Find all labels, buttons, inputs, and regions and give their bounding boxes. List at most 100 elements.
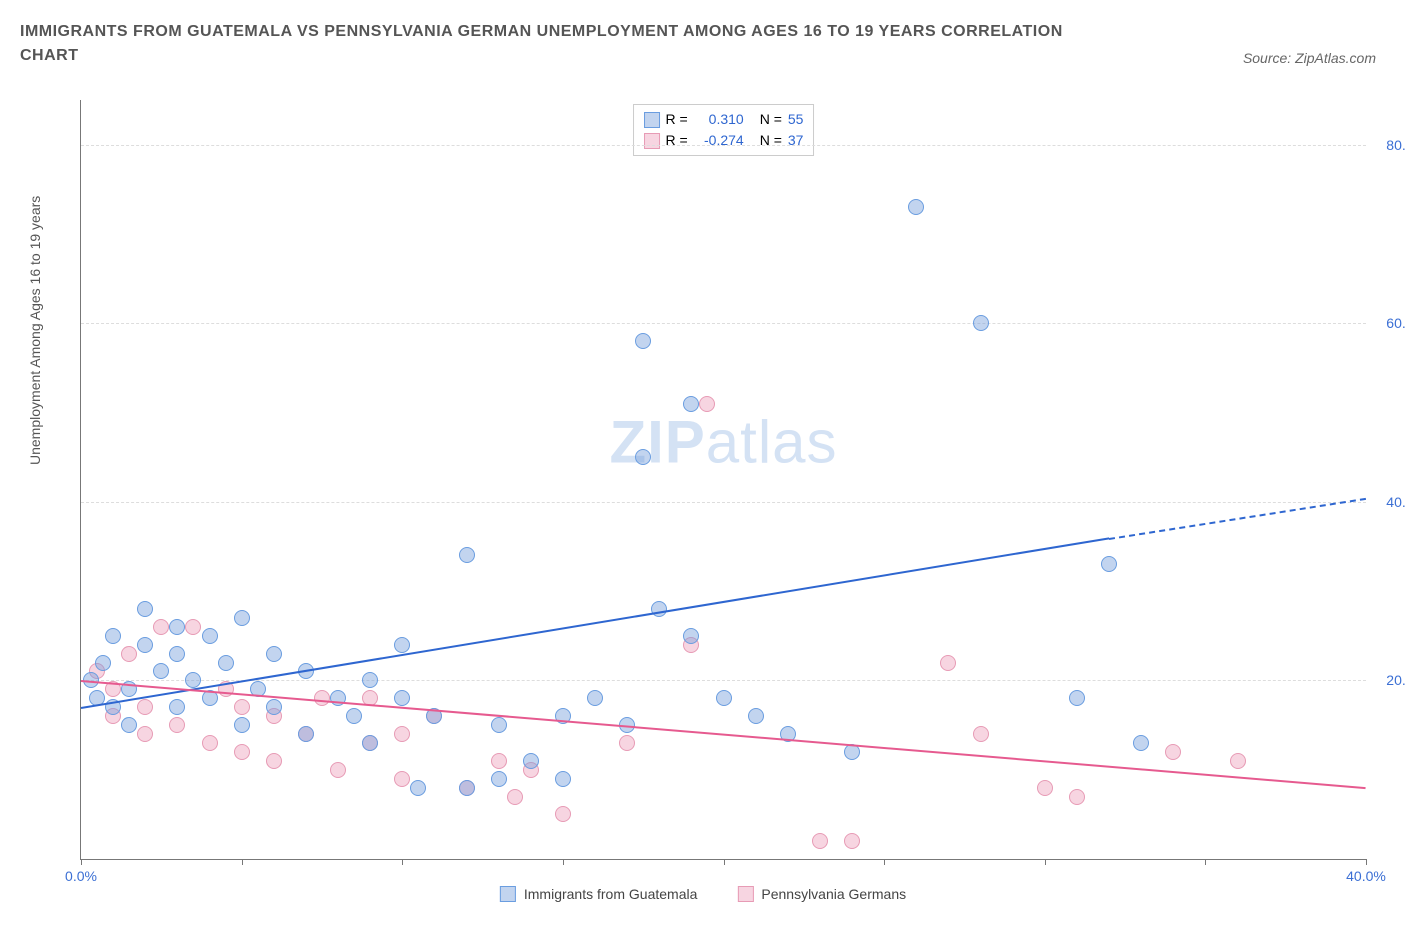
- swatch-series1-icon: [500, 886, 516, 902]
- data-point-series1: [121, 717, 137, 733]
- data-point-series1: [1101, 556, 1117, 572]
- data-point-series1: [523, 753, 539, 769]
- data-point-series2: [169, 717, 185, 733]
- data-point-series1: [1069, 690, 1085, 706]
- stats-row-series2: R = -0.274 N = 37: [644, 130, 804, 151]
- data-point-series2: [1165, 744, 1181, 760]
- data-point-series2: [314, 690, 330, 706]
- data-point-series1: [587, 690, 603, 706]
- data-point-series1: [266, 699, 282, 715]
- data-point-series1: [362, 735, 378, 751]
- data-point-series1: [169, 619, 185, 635]
- x-tick-mark: [242, 859, 243, 865]
- gridline: [81, 502, 1366, 503]
- data-point-series2: [266, 753, 282, 769]
- data-point-series2: [1037, 780, 1053, 796]
- x-tick-mark: [884, 859, 885, 865]
- data-point-series1: [95, 655, 111, 671]
- swatch-series2-icon: [737, 886, 753, 902]
- data-point-series2: [202, 735, 218, 751]
- x-tick-label: 40.0%: [1346, 868, 1386, 884]
- source-attribution: Source: ZipAtlas.com: [1243, 50, 1376, 66]
- data-point-series1: [169, 646, 185, 662]
- data-point-series1: [555, 771, 571, 787]
- data-point-series2: [121, 646, 137, 662]
- data-point-series2: [491, 753, 507, 769]
- data-point-series1: [635, 333, 651, 349]
- y-axis-label: Unemployment Among Ages 16 to 19 years: [27, 196, 43, 465]
- legend-item-series1: Immigrants from Guatemala: [500, 886, 698, 902]
- data-point-series1: [218, 655, 234, 671]
- swatch-series1: [644, 112, 660, 128]
- swatch-series2: [644, 133, 660, 149]
- data-point-series1: [105, 628, 121, 644]
- data-point-series1: [137, 637, 153, 653]
- data-point-series1: [459, 547, 475, 563]
- data-point-series1: [346, 708, 362, 724]
- data-point-series1: [683, 628, 699, 644]
- x-tick-mark: [1045, 859, 1046, 865]
- data-point-series1: [394, 637, 410, 653]
- data-point-series2: [185, 619, 201, 635]
- data-point-series2: [394, 726, 410, 742]
- data-point-series1: [185, 672, 201, 688]
- data-point-series2: [234, 699, 250, 715]
- x-tick-mark: [563, 859, 564, 865]
- data-point-series1: [683, 396, 699, 412]
- data-point-series2: [330, 762, 346, 778]
- data-point-series2: [699, 396, 715, 412]
- data-point-series2: [137, 726, 153, 742]
- plot-area: ZIPatlas R = 0.310 N = 55 R = -0.274 N =…: [80, 100, 1366, 860]
- data-point-series2: [619, 735, 635, 751]
- data-point-series1: [491, 717, 507, 733]
- x-tick-mark: [1366, 859, 1367, 865]
- data-point-series1: [1133, 735, 1149, 751]
- data-point-series2: [844, 833, 860, 849]
- data-point-series1: [716, 690, 732, 706]
- watermark: ZIPatlas: [609, 407, 837, 476]
- data-point-series1: [266, 646, 282, 662]
- data-point-series1: [459, 780, 475, 796]
- y-tick-label: 20.0%: [1386, 672, 1406, 688]
- data-point-series2: [153, 619, 169, 635]
- stats-legend: R = 0.310 N = 55 R = -0.274 N = 37: [633, 104, 815, 156]
- x-tick-mark: [724, 859, 725, 865]
- data-point-series1: [651, 601, 667, 617]
- data-point-series2: [940, 655, 956, 671]
- data-point-series1: [202, 628, 218, 644]
- data-point-series1: [748, 708, 764, 724]
- y-tick-label: 60.0%: [1386, 315, 1406, 331]
- data-point-series2: [394, 771, 410, 787]
- gridline: [81, 323, 1366, 324]
- data-point-series1: [410, 780, 426, 796]
- data-point-series2: [973, 726, 989, 742]
- x-tick-mark: [1205, 859, 1206, 865]
- legend-item-series2: Pennsylvania Germans: [737, 886, 906, 902]
- data-point-series2: [1069, 789, 1085, 805]
- data-point-series1: [137, 601, 153, 617]
- gridline: [81, 680, 1366, 681]
- data-point-series2: [137, 699, 153, 715]
- data-point-series2: [1230, 753, 1246, 769]
- y-tick-label: 40.0%: [1386, 494, 1406, 510]
- data-point-series2: [234, 744, 250, 760]
- data-point-series1: [394, 690, 410, 706]
- x-tick-mark: [402, 859, 403, 865]
- data-point-series2: [507, 789, 523, 805]
- correlation-chart: IMMIGRANTS FROM GUATEMALA VS PENNSYLVANI…: [20, 20, 1386, 910]
- data-point-series2: [555, 806, 571, 822]
- data-point-series1: [153, 663, 169, 679]
- series-legend: Immigrants from Guatemala Pennsylvania G…: [500, 886, 906, 902]
- x-tick-label: 0.0%: [65, 868, 97, 884]
- y-tick-label: 80.0%: [1386, 137, 1406, 153]
- data-point-series1: [491, 771, 507, 787]
- trendline-series1-extrapolated: [1109, 497, 1366, 539]
- data-point-series1: [234, 717, 250, 733]
- stats-row-series1: R = 0.310 N = 55: [644, 109, 804, 130]
- data-point-series1: [234, 610, 250, 626]
- gridline: [81, 145, 1366, 146]
- data-point-series1: [298, 726, 314, 742]
- data-point-series2: [812, 833, 828, 849]
- x-tick-mark: [81, 859, 82, 865]
- data-point-series1: [362, 672, 378, 688]
